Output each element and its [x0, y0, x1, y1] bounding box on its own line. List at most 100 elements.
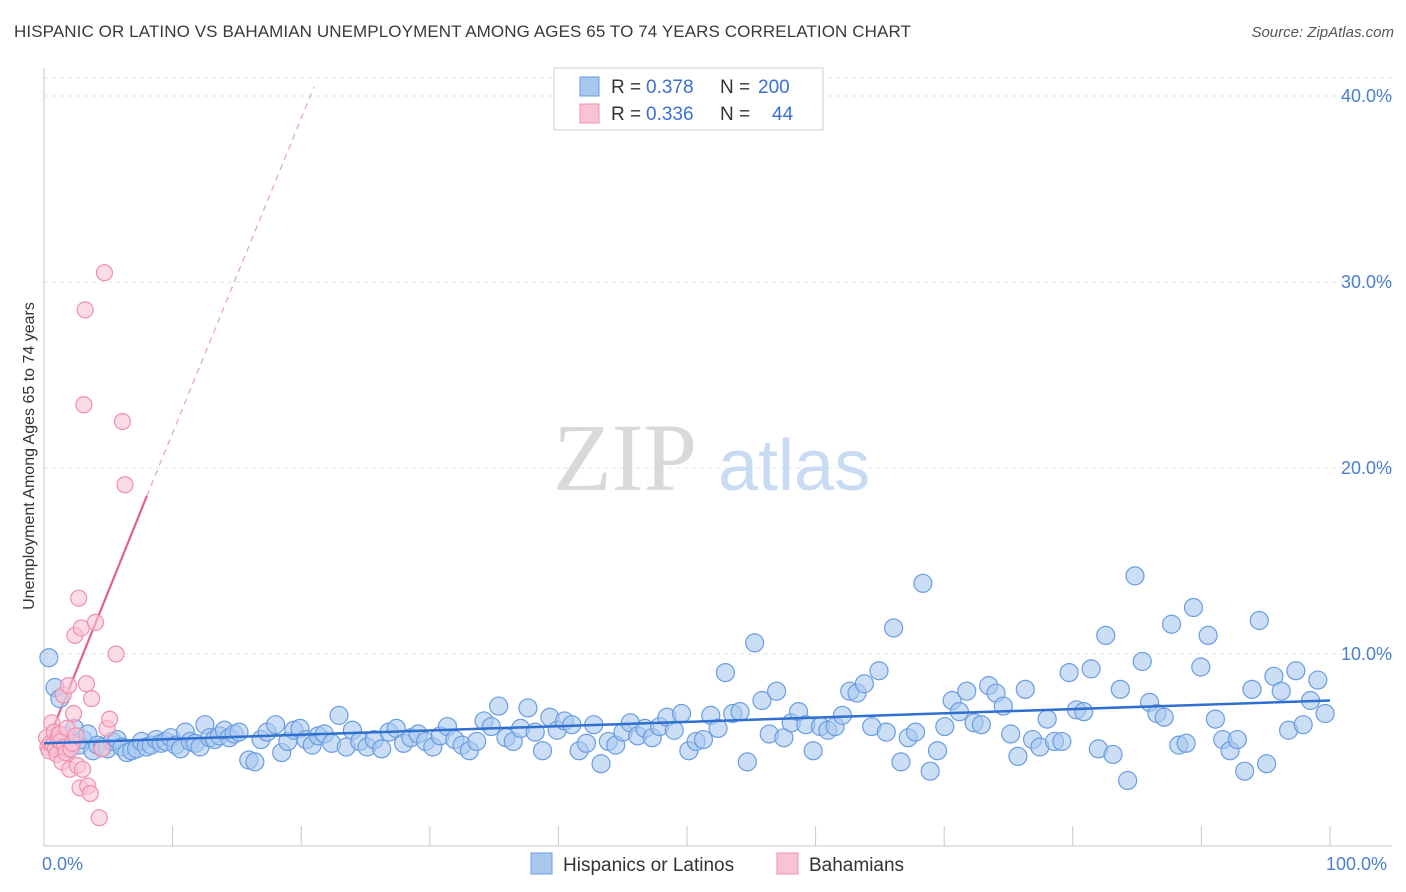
- bahamian-point: [82, 690, 101, 708]
- bahamian-trend-extension: [146, 86, 315, 497]
- hispanic-point: [869, 661, 889, 681]
- watermark-zip: ZIP: [553, 404, 697, 511]
- hispanic-point: [245, 752, 265, 772]
- bahamian-point: [113, 412, 132, 431]
- hispanic-point: [876, 722, 896, 742]
- legend-r-label-1: R =: [611, 77, 641, 98]
- bahamian-point: [75, 396, 93, 414]
- hispanic-point: [532, 741, 553, 761]
- hispanic-point: [1059, 662, 1079, 683]
- bahamian-point: [67, 727, 85, 745]
- hispanic-point: [766, 681, 787, 701]
- bahamian-point: [116, 476, 134, 494]
- legend-label-bahamians: Bahamians: [809, 855, 904, 876]
- hispanic-point: [1176, 733, 1196, 753]
- hispanic-point: [1001, 724, 1021, 744]
- hispanic-point: [905, 722, 926, 742]
- legend-n-label-1: N =: [720, 77, 750, 98]
- legend-swatch-hispanics-bottom: [530, 852, 553, 875]
- hispanic-point: [693, 729, 714, 750]
- hispanic-point: [1103, 744, 1123, 765]
- hispanic-point: [1118, 770, 1138, 791]
- hispanic-point: [957, 681, 977, 701]
- hispanic-point: [1161, 614, 1182, 634]
- gridlines: [44, 77, 1392, 655]
- hispanic-point: [1198, 625, 1218, 646]
- legend-n-value-1: 200: [758, 77, 790, 98]
- hispanic-point: [266, 715, 286, 735]
- hispanic-point: [1052, 731, 1072, 752]
- bahamian-point: [95, 264, 114, 282]
- legend-r-value-2: 0.336: [646, 104, 694, 125]
- legend-swatch-bahamians-bottom: [776, 852, 799, 875]
- hispanic-point: [1037, 709, 1057, 729]
- y-tick-label-10: 10.0%: [1341, 644, 1392, 664]
- hispanic-point: [1096, 625, 1116, 646]
- bahamians-trend: [42, 86, 315, 752]
- legend-label-hispanics: Hispanics or Latinos: [563, 855, 734, 876]
- hispanic-point: [671, 703, 692, 724]
- hispanic-point: [854, 674, 874, 694]
- bahamians-points: [37, 264, 134, 827]
- x-tick-label-max: 100.0%: [1326, 854, 1387, 874]
- hispanic-point: [1015, 679, 1035, 699]
- y-tick-label-40: 40.0%: [1341, 86, 1392, 106]
- hispanic-point: [935, 716, 955, 737]
- hispanic-point: [481, 716, 501, 737]
- legend-n-label-2: N =: [720, 104, 750, 125]
- hispanic-point: [1271, 681, 1291, 701]
- hispanic-point: [1293, 715, 1313, 735]
- hispanic-point: [329, 705, 349, 725]
- hispanic-point: [1191, 657, 1211, 677]
- hispanic-point: [891, 752, 911, 772]
- hispanic-point: [971, 715, 991, 735]
- bahamian-point: [64, 704, 83, 723]
- hispanic-point: [1249, 610, 1269, 631]
- axes: [43, 68, 1392, 847]
- hispanic-point: [1008, 746, 1028, 766]
- bahamian-point: [100, 710, 119, 728]
- bahamian-point: [81, 784, 99, 803]
- legend-swatch-hispanics: [579, 76, 600, 97]
- hispanic-point: [1110, 679, 1130, 699]
- hispanic-point: [1074, 702, 1094, 722]
- hispanic-point: [229, 722, 249, 742]
- hispanic-point: [1205, 709, 1226, 729]
- hispanic-point: [1242, 679, 1262, 699]
- legend-r-value-1: 0.378: [646, 77, 694, 98]
- bahamian-point: [107, 645, 125, 663]
- hispanic-point: [752, 690, 772, 711]
- legend-n-value-2: 44: [772, 104, 794, 125]
- hispanic-point: [745, 633, 765, 653]
- hispanic-point: [737, 752, 757, 772]
- bahamian-point: [90, 809, 108, 827]
- hispanic-point: [1315, 703, 1335, 724]
- source-label: Source: ZipAtlas.com: [1251, 24, 1394, 41]
- hispanics-trend: [43, 699, 1331, 745]
- legend-swatch-bahamians: [579, 103, 600, 124]
- hispanic-point: [591, 754, 611, 774]
- hispanic-point: [803, 741, 823, 761]
- bahamian-point: [77, 675, 96, 693]
- hispanic-point: [913, 573, 933, 593]
- hispanics-points: [39, 566, 1335, 791]
- x-tick-label-min: 0.0%: [42, 854, 83, 874]
- hispanic-point: [1132, 651, 1152, 672]
- hispanic-point: [715, 662, 735, 683]
- hispanic-point: [1154, 707, 1174, 727]
- hispanic-point: [884, 618, 904, 638]
- hispanic-point: [39, 648, 59, 668]
- hispanic-point: [1081, 659, 1101, 679]
- legend-r-label-2: R =: [611, 104, 641, 125]
- hispanic-point: [1308, 670, 1328, 690]
- hispanic-point: [467, 731, 487, 752]
- bahamian-point: [59, 677, 78, 695]
- hispanic-point: [1183, 597, 1204, 618]
- hispanic-point: [708, 718, 728, 739]
- series-legend: Hispanics or Latinos Bahamians: [530, 852, 904, 876]
- hispanic-point: [1257, 754, 1277, 774]
- hispanic-point: [1227, 729, 1247, 750]
- hispanic-point: [1125, 566, 1145, 586]
- stats-legend: R = 0.378 N = 200 R = 0.336 N = 44: [553, 67, 824, 131]
